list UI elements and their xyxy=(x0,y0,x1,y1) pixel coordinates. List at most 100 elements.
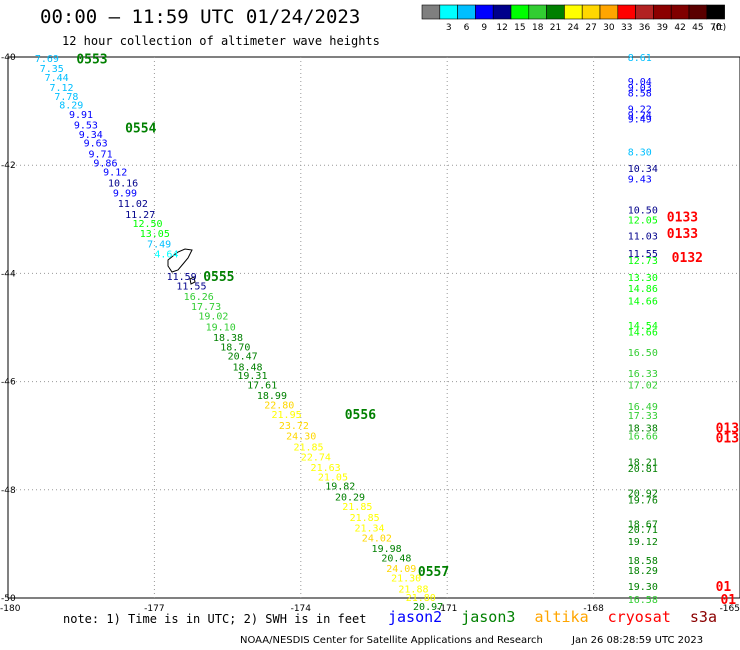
legend-tick-label: 15 xyxy=(514,23,525,33)
wave-height-label: 14.86 xyxy=(628,284,658,295)
wave-height-label: 7.35 xyxy=(40,64,64,75)
wave-height-label: 9.04 xyxy=(628,77,652,88)
wave-height-label: 8.58 xyxy=(628,89,652,100)
pass-label: 0557 xyxy=(418,565,449,580)
wave-height-label: 21.85 xyxy=(350,513,380,524)
wave-height-label: 9.99 xyxy=(113,188,137,199)
mission-jason2: jason2 xyxy=(388,608,443,626)
wave-height-label: 16.49 xyxy=(628,402,658,413)
wave-height-label: 21.95 xyxy=(272,410,302,421)
wave-height-label: 18.70 xyxy=(220,342,250,353)
wave-height-label: 19.12 xyxy=(628,537,658,548)
legend-tick-label: 24 xyxy=(568,23,580,33)
pass-label: 0133 xyxy=(667,227,698,242)
legend-swatch xyxy=(475,4,494,20)
wave-height-label: 21.34 xyxy=(354,524,384,535)
wave-height-label: 14.54 xyxy=(628,321,658,332)
wave-height-label: 20.81 xyxy=(628,464,658,475)
wave-height-label: 20.71 xyxy=(628,525,658,536)
wave-height-label: 16.33 xyxy=(628,369,658,380)
wave-height-label: 7.44 xyxy=(45,73,69,84)
wave-height-label: 18.21 xyxy=(628,458,658,469)
wave-height-label: 19.82 xyxy=(325,481,355,492)
wave-height-label: 24.09 xyxy=(386,564,416,575)
footer-timestamp: Jan 26 08:28:59 UTC 2023 xyxy=(572,635,704,646)
y-tick-label: -42 xyxy=(1,161,16,171)
y-tick-label: -48 xyxy=(1,486,16,496)
pass-label: 0132 xyxy=(716,422,740,437)
track-a-labels: 7.697.357.447.127.788.299.919.539.349.63… xyxy=(35,54,443,613)
wave-height-label: 8.29 xyxy=(59,101,83,112)
legend-swatch xyxy=(635,4,654,20)
legend-swatch xyxy=(617,4,636,20)
wave-height-label: 9.49 xyxy=(628,115,652,126)
y-tick-label: -46 xyxy=(1,378,16,388)
pass-label: 0556 xyxy=(345,408,376,423)
wave-height-label: 22.74 xyxy=(301,452,331,463)
footer-credit: NOAA/NESDIS Center for Satellite Applica… xyxy=(240,635,543,646)
wave-height-label: 18.58 xyxy=(628,556,658,567)
wave-height-label: 18.29 xyxy=(628,566,658,577)
legend-swatch xyxy=(439,4,458,20)
x-tick-label: -168 xyxy=(583,604,604,614)
legend-swatch xyxy=(510,4,530,20)
legend-swatch xyxy=(653,4,672,20)
legend-swatch xyxy=(546,4,565,20)
wave-height-label: 12.73 xyxy=(628,256,658,267)
wave-height-label: 12.05 xyxy=(628,215,658,226)
legend-tick-label: 18 xyxy=(532,23,544,33)
legend-swatch xyxy=(670,4,690,20)
wave-height-label: 9.71 xyxy=(89,149,113,160)
pass-label: 0132 xyxy=(672,251,703,266)
wave-height-label: 4.64 xyxy=(154,249,178,260)
wave-height-label: 9.24 xyxy=(628,110,652,121)
wave-height-label: 21.05 xyxy=(318,472,348,483)
wave-height-label: 9.86 xyxy=(93,158,117,169)
wave-height-label: 21.63 xyxy=(311,463,341,474)
legend-tick-label: 21 xyxy=(550,23,561,33)
page-title: 00:00 – 11:59 UTC 01/24/2023 xyxy=(40,6,361,28)
wave-height-label: 24.02 xyxy=(362,533,392,544)
pass-label: 0554 xyxy=(125,121,156,136)
wave-height-label: 10.50 xyxy=(628,206,658,217)
pass-label: 0132 xyxy=(716,431,740,446)
legend-swatch xyxy=(492,4,512,20)
island-outline xyxy=(167,248,196,285)
wave-height-label: 20.47 xyxy=(228,352,258,363)
mission-s3a: s3a xyxy=(689,608,717,626)
page-subtitle: 12 hour collection of altimeter wave hei… xyxy=(62,34,380,48)
wave-height-label: 9.34 xyxy=(79,130,103,141)
wave-height-label: 7.69 xyxy=(35,54,59,65)
wave-height-label: 16.50 xyxy=(628,348,658,359)
wave-height-label: 10.16 xyxy=(108,179,138,190)
wave-height-label: 20.48 xyxy=(381,553,411,564)
legend-swatch xyxy=(706,4,725,20)
wave-height-label: 13.05 xyxy=(140,229,170,240)
pass-label: 0555 xyxy=(203,270,234,285)
pass-labels: 0553055405550556055701330133013201320132… xyxy=(76,53,740,608)
x-tick-label: -180 xyxy=(0,604,21,614)
legend-swatch xyxy=(421,4,441,20)
legend-tick-label: 30 xyxy=(603,23,615,33)
wave-height-label: 20.92 xyxy=(628,489,658,500)
wave-height-label: 9.43 xyxy=(628,175,652,186)
pass-label: 01 xyxy=(720,593,736,608)
wave-height-label: 18.99 xyxy=(257,391,287,402)
mission-jason3: jason3 xyxy=(461,608,516,626)
wave-height-label: 19.10 xyxy=(206,322,236,333)
wave-height-label: 17.61 xyxy=(247,380,277,391)
wave-height-label: 14.66 xyxy=(628,296,658,307)
plot-area xyxy=(7,56,740,599)
wave-height-label: 18.38 xyxy=(628,424,658,435)
wave-height-label: 17.33 xyxy=(628,411,658,422)
wave-height-label: 9.12 xyxy=(103,168,127,179)
wave-height-label: 22.80 xyxy=(264,400,294,411)
legend-tick-label: 9 xyxy=(481,23,487,33)
wave-height-label: 11.27 xyxy=(125,210,155,221)
x-axis: -180 -177 -174 -171 -168 -165 xyxy=(0,604,740,614)
y-tick-label: -44 xyxy=(1,269,16,279)
units-note: note: 1) Time is in UTC; 2) SWH is in fe… xyxy=(63,612,367,626)
legend-unit: (ft) xyxy=(713,23,727,33)
legend-swatch xyxy=(688,4,708,20)
wave-height-label: 21.80 xyxy=(406,593,436,604)
